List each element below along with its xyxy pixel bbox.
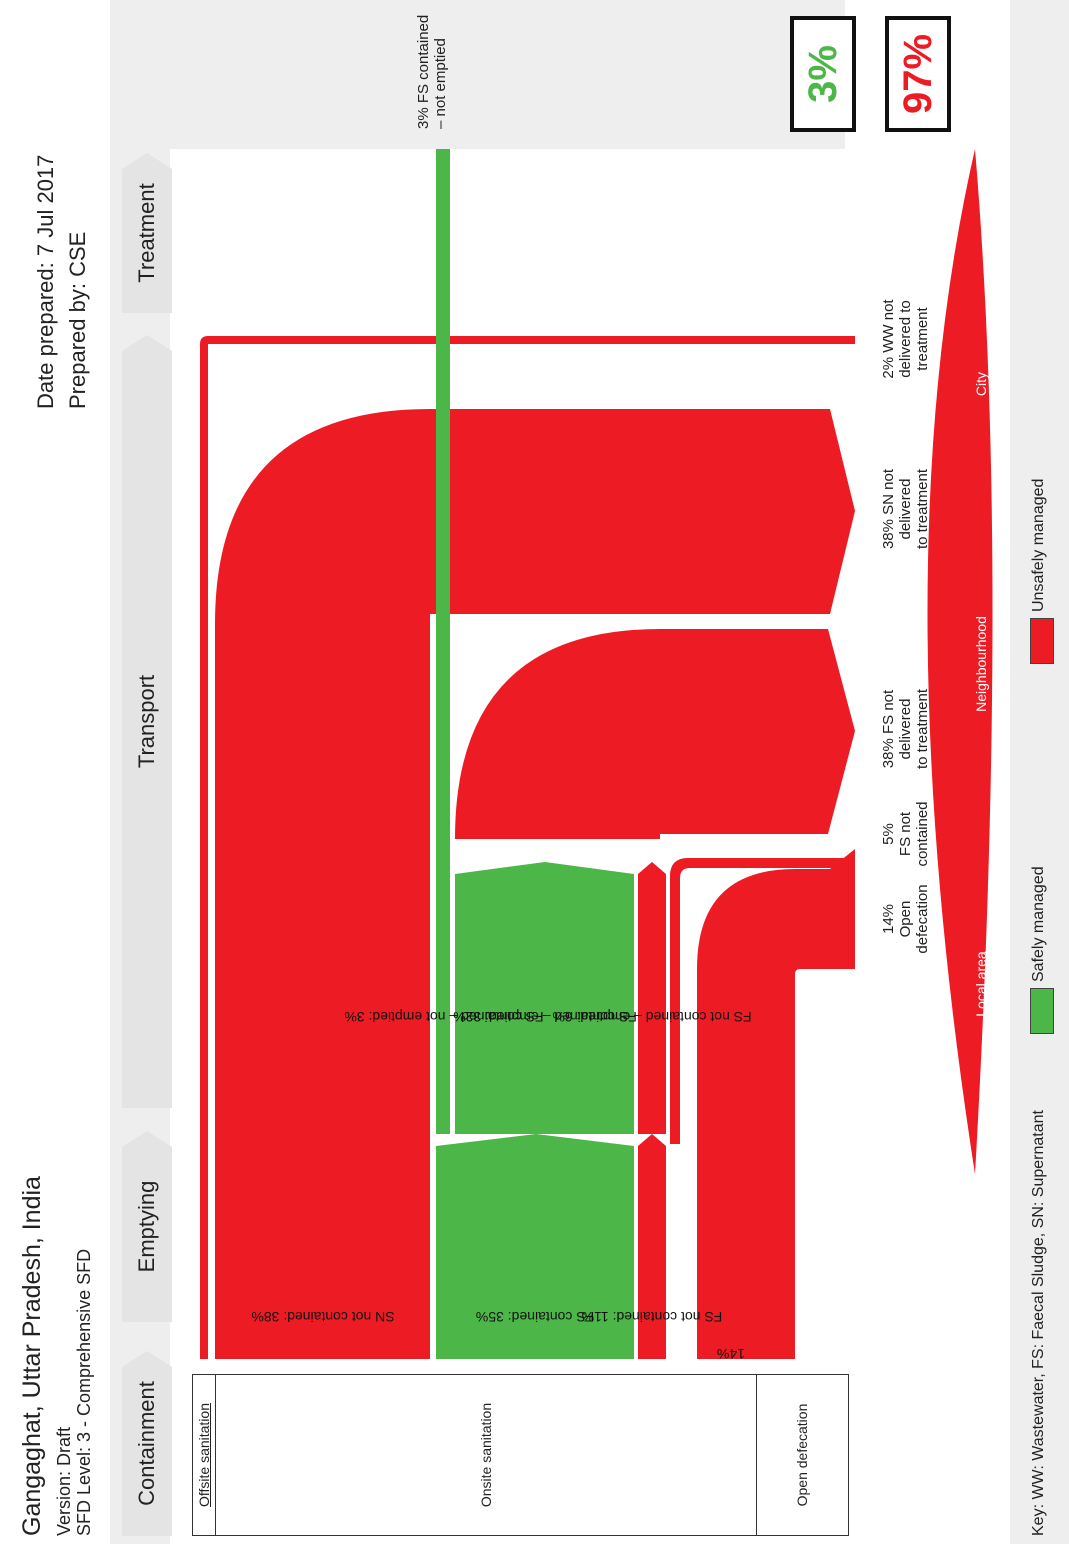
outcome-fs-not-contained: 5% FS not contained — [880, 801, 931, 867]
scale-neighbourhood: Neighbourhood — [973, 616, 989, 712]
label-fs-emptied: FS contained – emptied: 32% — [453, 1009, 637, 1025]
scale-local: Local area — [973, 951, 989, 1017]
label-sn-not-contained: SN not contained: 38% — [251, 1309, 394, 1325]
scale-city: City — [973, 372, 989, 396]
label-fs-not-contained: FS not contained: 11% — [582, 1309, 723, 1325]
flow-fs-nc-containment — [638, 1134, 666, 1359]
label-fs-not-emptied: FS contained – not emptied: 3% — [344, 1009, 543, 1025]
label-fs-nc-emptied: FS not contained – emptied: 6% — [552, 1009, 751, 1025]
legend-safe-swatch — [1030, 988, 1054, 1034]
outcome-sn-not-delivered: 38% SN not delivered to treatment — [880, 468, 931, 550]
flow-fs-elbow-final — [455, 629, 855, 839]
flow-fs-emptied — [455, 862, 634, 1134]
legend-safe-label: Safely managed — [1030, 866, 1047, 982]
label-fs-contained: FS contained: 35% — [476, 1309, 594, 1325]
scale-ellipse — [927, 149, 993, 1174]
flow-fs-nc-emptied — [638, 862, 666, 1134]
legend-unsafe-label: Unsafely managed — [1030, 478, 1047, 612]
total-unsafe-box: 97% — [885, 16, 951, 132]
flow-sn-elbow — [215, 409, 855, 1134]
total-safe-box: 3% — [790, 16, 856, 132]
legend-unsafe-swatch — [1030, 618, 1054, 664]
flow-fs-contained — [436, 1134, 634, 1359]
label-open-defecation-pct: 14% — [717, 1346, 745, 1362]
outcome-fs-not-emptied: 3% FS contained – not emptied — [415, 14, 449, 129]
flow-fs-not-emptied — [436, 149, 450, 1134]
outcome-fs-not-delivered: 38% FS not delivered to treatment — [880, 688, 931, 770]
outcome-ww-not-delivered: 2% WW not delivered to treatment — [880, 299, 931, 379]
flow-sn-containment-block — [215, 1134, 430, 1359]
legend-key: Key: WW: Wastewater, FS: Faecal Sludge, … — [1030, 1110, 1047, 1536]
outcome-open-defecation: 14% Open defecation — [880, 884, 931, 954]
flow-fs-not-emptied-gap — [436, 409, 450, 624]
flow-open-defecation — [697, 849, 855, 1359]
